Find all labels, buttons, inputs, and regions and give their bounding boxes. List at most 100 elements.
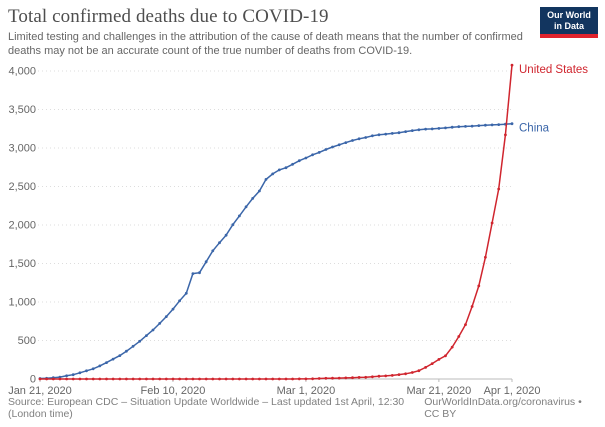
data-point xyxy=(184,291,188,295)
data-point xyxy=(178,377,182,381)
y-tick-label: 3,500 xyxy=(8,104,36,116)
data-point xyxy=(377,133,381,137)
chart-svg[interactable]: 0 500 1,000 1,500 2,000 2,500 3,000 3,500 4,000 J… xyxy=(0,56,605,404)
data-point xyxy=(138,377,142,381)
data-point xyxy=(98,377,102,381)
data-point xyxy=(410,129,414,133)
data-point xyxy=(424,366,427,369)
data-point xyxy=(91,377,95,381)
footer-link[interactable]: OurWorldInData.org/coronavirus • CC BY xyxy=(424,396,582,420)
data-point xyxy=(78,377,82,381)
data-point xyxy=(417,128,421,132)
data-point xyxy=(158,377,162,381)
data-point xyxy=(125,377,128,381)
data-point xyxy=(38,377,42,381)
data-point xyxy=(244,377,248,381)
data-point xyxy=(490,221,494,225)
data-point xyxy=(231,223,235,227)
owid-logo-line1: Our World xyxy=(547,10,591,20)
data-point xyxy=(304,156,308,160)
data-point xyxy=(105,377,108,381)
data-point xyxy=(264,178,268,181)
data-point xyxy=(364,136,368,139)
series-label-united-states: United States xyxy=(519,64,588,76)
data-point xyxy=(477,284,481,288)
data-point xyxy=(324,148,328,151)
data-point xyxy=(118,377,122,381)
data-point xyxy=(317,151,321,154)
data-point xyxy=(470,305,474,308)
data-point xyxy=(457,335,461,338)
data-point xyxy=(264,377,268,381)
data-point xyxy=(65,374,68,378)
data-point xyxy=(397,373,401,376)
data-point xyxy=(404,372,407,376)
data-point xyxy=(430,127,434,131)
data-point xyxy=(497,123,501,126)
series-united-states[interactable] xyxy=(38,63,514,381)
data-point xyxy=(371,134,374,138)
data-point xyxy=(58,377,62,381)
chart-footer: Source: European CDC – Situation Update … xyxy=(8,396,597,420)
data-point xyxy=(204,377,208,381)
data-point xyxy=(311,153,314,157)
data-point xyxy=(178,299,182,303)
data-point xyxy=(164,377,168,381)
data-point xyxy=(271,172,275,176)
data-point xyxy=(251,197,255,200)
data-point xyxy=(377,374,381,378)
chart-header: Total confirmed deaths due to COVID-19 L… xyxy=(8,6,535,59)
data-point xyxy=(304,377,308,381)
data-point xyxy=(91,367,95,371)
series-china[interactable] xyxy=(38,122,514,380)
x-tick-label: Feb 10, 2020 xyxy=(141,385,206,397)
data-point xyxy=(437,358,441,361)
owid-logo[interactable]: Our World in Data xyxy=(540,7,598,38)
data-point xyxy=(311,377,314,381)
data-point xyxy=(404,130,407,134)
data-point xyxy=(85,369,88,373)
data-point xyxy=(151,328,155,332)
data-point xyxy=(184,377,188,381)
data-point xyxy=(111,377,115,381)
data-point xyxy=(78,371,82,375)
data-point xyxy=(85,377,88,381)
data-point xyxy=(371,375,374,379)
data-point xyxy=(198,271,201,275)
data-point xyxy=(437,126,441,130)
y-tick-label: 0 xyxy=(30,374,36,386)
data-point xyxy=(231,377,235,381)
data-point xyxy=(337,143,341,147)
data-point xyxy=(510,63,514,67)
data-point xyxy=(291,162,294,166)
data-point xyxy=(504,133,507,137)
data-point xyxy=(337,376,341,380)
data-point xyxy=(258,189,261,193)
y-tick-label: 1,000 xyxy=(8,297,36,309)
data-point xyxy=(291,377,294,381)
data-point xyxy=(258,377,261,381)
data-point xyxy=(384,374,388,378)
data-point xyxy=(297,159,301,163)
data-point xyxy=(45,377,48,381)
data-point xyxy=(224,377,228,381)
data-point xyxy=(450,345,454,349)
source-note[interactable]: Source: European CDC – Situation Update … xyxy=(8,396,405,420)
data-point xyxy=(484,123,487,127)
data-point xyxy=(344,376,348,380)
page-title: Total confirmed deaths due to COVID-19 xyxy=(8,6,329,27)
data-point xyxy=(151,377,155,381)
data-point xyxy=(211,249,215,253)
data-point xyxy=(397,131,401,135)
owid-logo-line2: in Data xyxy=(553,21,584,31)
data-point xyxy=(351,376,354,380)
y-tick-label: 500 xyxy=(18,335,36,347)
data-point xyxy=(284,166,288,170)
data-point xyxy=(357,376,361,379)
data-point xyxy=(51,377,55,381)
data-point xyxy=(424,127,427,131)
data-point xyxy=(211,377,215,381)
x-tick-label: Mar 1, 2020 xyxy=(277,385,336,397)
data-point xyxy=(145,334,148,337)
data-point xyxy=(317,377,321,380)
